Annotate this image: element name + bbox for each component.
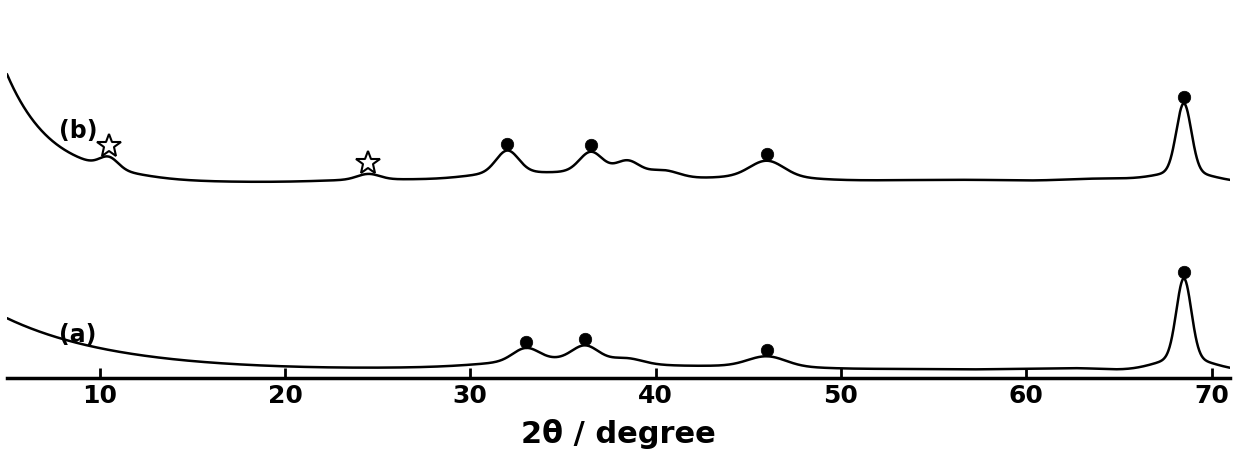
Text: (a): (a) — [58, 323, 97, 347]
Text: (b): (b) — [58, 119, 97, 143]
X-axis label: 2θ / degree: 2θ / degree — [521, 418, 715, 448]
